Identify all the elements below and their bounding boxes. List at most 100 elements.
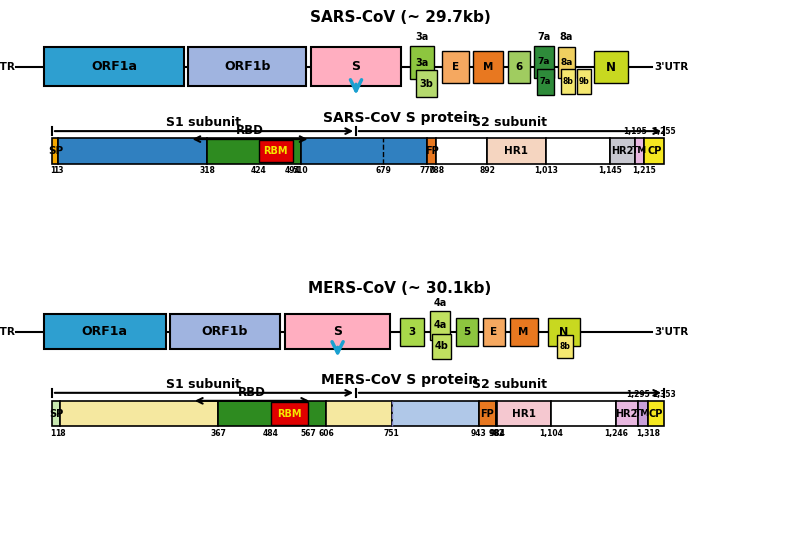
Text: SARS-CoV (~ 29.7kb): SARS-CoV (~ 29.7kb) [310,10,490,25]
Text: N: N [559,327,569,337]
Text: HR2: HR2 [611,146,634,156]
Bar [557,335,573,358]
Text: 1,318: 1,318 [636,429,660,438]
Bar [537,69,554,95]
Text: 770: 770 [419,166,435,175]
Text: 4a: 4a [434,320,446,330]
Bar [634,138,645,164]
Text: CP: CP [649,409,663,418]
Bar [188,47,306,86]
Text: S2 subunit: S2 subunit [472,116,547,129]
Text: 982: 982 [488,429,504,438]
Bar [432,334,451,359]
Text: TM: TM [632,147,647,155]
Text: SP: SP [48,146,63,156]
Bar [510,318,538,346]
Text: 3a: 3a [416,58,429,68]
Text: 3a: 3a [416,31,429,42]
Text: RBM: RBM [278,409,302,418]
Bar [561,69,575,94]
Bar [301,138,427,164]
Bar [400,318,424,346]
Text: S2 subunit: S2 subunit [472,378,547,391]
Text: ORF1a: ORF1a [91,60,137,73]
Bar [616,401,638,426]
Text: 1,353: 1,353 [652,390,676,399]
Bar [456,318,478,346]
Text: 984: 984 [489,429,505,438]
Text: 1,246: 1,246 [604,429,627,438]
Bar [638,401,648,426]
Bar [427,138,436,164]
Text: 1,145: 1,145 [598,166,622,175]
Bar [258,140,293,162]
Bar [534,45,554,78]
Bar [430,311,450,340]
Bar [410,46,434,79]
Bar [577,69,591,94]
Text: SP: SP [49,409,63,418]
Bar [311,47,401,86]
Bar [546,138,610,164]
Text: HR2: HR2 [615,409,638,418]
Text: TM: TM [635,409,650,418]
Text: 8a: 8a [561,58,573,67]
Bar [53,138,58,164]
Text: MERS-CoV S protein: MERS-CoV S protein [322,373,478,387]
Bar [497,401,551,426]
Text: 3'UTR: 3'UTR [654,327,689,336]
Text: 4b: 4b [434,342,449,351]
Text: RBM: RBM [263,146,288,156]
Text: 943: 943 [470,429,486,438]
Bar [648,401,664,426]
Text: 7a: 7a [540,77,551,86]
Text: 788: 788 [428,166,444,175]
Bar [496,401,497,426]
Text: HR1: HR1 [505,146,529,156]
Text: 6: 6 [515,62,522,72]
Bar [610,138,634,164]
Text: ORF1a: ORF1a [82,325,128,338]
Text: 1: 1 [50,429,55,438]
Bar [594,51,628,83]
Text: E: E [452,62,459,72]
Text: 318: 318 [199,166,215,175]
Bar [558,47,575,78]
Text: FP: FP [481,409,494,418]
Text: 1,104: 1,104 [539,429,563,438]
Text: CP: CP [647,146,662,156]
Text: FP: FP [425,146,438,156]
Text: 8b: 8b [562,77,574,86]
Text: ORF1b: ORF1b [202,325,248,338]
Bar [478,401,496,426]
Text: 4a: 4a [434,298,446,308]
Bar [392,401,478,426]
Text: 3: 3 [408,327,416,337]
Text: S1 subunit: S1 subunit [166,116,242,129]
Bar [285,314,390,349]
Text: 5: 5 [463,327,471,337]
Bar [436,138,487,164]
Text: 1,255: 1,255 [652,127,676,136]
Bar [44,47,184,86]
Bar [416,70,437,98]
Text: 5' UTR: 5' UTR [0,327,14,336]
Bar [44,314,166,349]
Text: S: S [351,60,361,73]
Text: 18: 18 [55,429,66,438]
Text: M: M [518,327,529,337]
Text: 1,013: 1,013 [534,166,558,175]
Bar [58,138,207,164]
Text: 1,195: 1,195 [623,127,646,136]
Text: ORF1b: ORF1b [224,60,270,73]
Text: M: M [483,62,493,72]
Bar [645,138,664,164]
Text: N: N [606,61,616,74]
Text: 13: 13 [53,166,63,175]
Bar [170,314,280,349]
Bar [442,51,469,83]
Text: HR1: HR1 [512,409,536,418]
Text: 567: 567 [301,429,316,438]
Text: 1: 1 [50,166,55,175]
Text: 751: 751 [384,429,399,438]
